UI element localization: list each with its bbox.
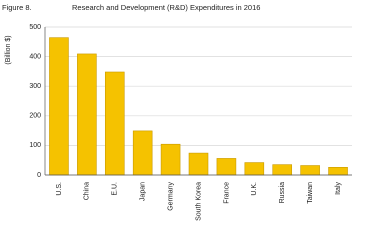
x-tick-label: E.U.	[112, 182, 119, 196]
x-tick-label: Russia	[279, 182, 286, 204]
x-tick-label: France	[223, 182, 230, 204]
y-tick-label: 400	[29, 53, 41, 60]
x-tick-label: U.K.	[251, 182, 258, 196]
y-tick-label: 300	[29, 83, 41, 90]
x-tick-label: Taiwan	[307, 182, 314, 204]
bar	[272, 164, 293, 176]
x-tick-label: U.S.	[56, 182, 63, 196]
bar	[77, 53, 97, 176]
x-tick-label: China	[84, 182, 91, 200]
figure-label: Figure 8.	[2, 3, 32, 12]
bar	[244, 162, 265, 176]
x-tick-label: Japan	[140, 182, 147, 201]
bar	[160, 143, 181, 176]
bar	[132, 130, 153, 176]
y-tick-label: 200	[29, 113, 41, 120]
x-tick-label: South Korea	[195, 182, 202, 221]
bar	[104, 71, 125, 176]
y-tick-label: 100	[29, 142, 41, 149]
y-axis-label: (Billion $)	[5, 35, 12, 64]
bar	[216, 158, 237, 176]
bar	[300, 165, 320, 176]
x-tick-label: Italy	[335, 182, 342, 195]
y-tick-label: 0	[37, 172, 41, 179]
chart-title: Research and Development (R&D) Expenditu…	[72, 3, 260, 12]
x-tick-label: Germany	[167, 182, 174, 211]
bar	[49, 37, 69, 176]
bar	[328, 167, 348, 176]
y-tick-label: 500	[29, 24, 41, 31]
bar	[188, 152, 209, 176]
chart: Figure 8. Research and Development (R&D)…	[2, 3, 352, 221]
